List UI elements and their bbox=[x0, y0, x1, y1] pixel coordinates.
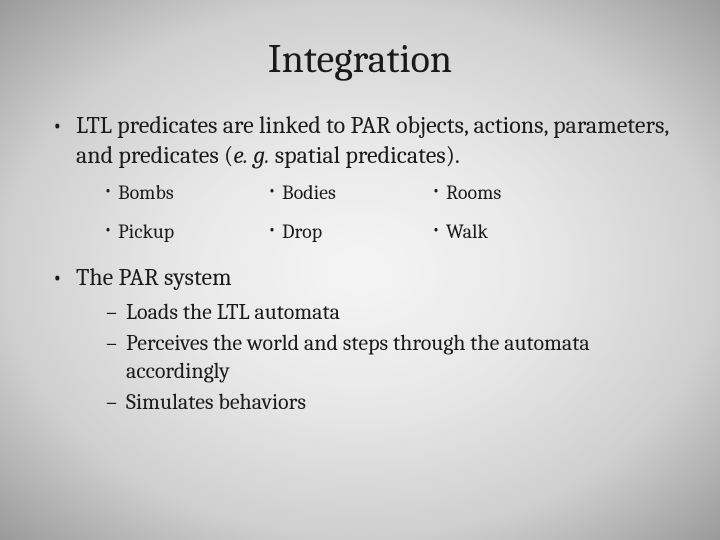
sub-bullet-list: Loads the LTL automata Perceives the wor… bbox=[76, 298, 672, 416]
bullet-1: LTL predicates are linked to PAR objects… bbox=[48, 110, 672, 244]
slide-body: LTL predicates are linked to PAR objects… bbox=[48, 110, 672, 416]
sub-bullet: Simulates behaviors bbox=[106, 388, 672, 417]
grid-cell: Bodies bbox=[268, 180, 432, 205]
bullet-list: LTL predicates are linked to PAR objects… bbox=[48, 110, 672, 416]
grid-row-1: Bombs Bodies Rooms bbox=[104, 180, 672, 205]
grid-cell: Drop bbox=[268, 219, 432, 244]
bullet-2: The PAR system Loads the LTL automata Pe… bbox=[48, 262, 672, 416]
bullet-1-text: LTL predicates are linked to PAR objects… bbox=[76, 111, 669, 169]
bullet-1-post: spatial predicates). bbox=[269, 141, 459, 169]
sub-bullet: Loads the LTL automata bbox=[106, 298, 672, 327]
grid-row-2: Pickup Drop Walk bbox=[104, 219, 672, 244]
grid-cell: Pickup bbox=[104, 219, 268, 244]
slide: Integration LTL predicates are linked to… bbox=[0, 0, 720, 540]
examples-grid: Bombs Bodies Rooms Pickup Drop Walk bbox=[104, 180, 672, 244]
grid-cell: Rooms bbox=[432, 180, 596, 205]
sub-bullet: Perceives the world and steps through th… bbox=[106, 329, 672, 386]
bullet-1-italic: e. g. bbox=[233, 141, 269, 169]
slide-title: Integration bbox=[48, 36, 672, 82]
grid-cell: Walk bbox=[432, 219, 596, 244]
bullet-2-text: The PAR system bbox=[76, 263, 232, 291]
grid-cell: Bombs bbox=[104, 180, 268, 205]
